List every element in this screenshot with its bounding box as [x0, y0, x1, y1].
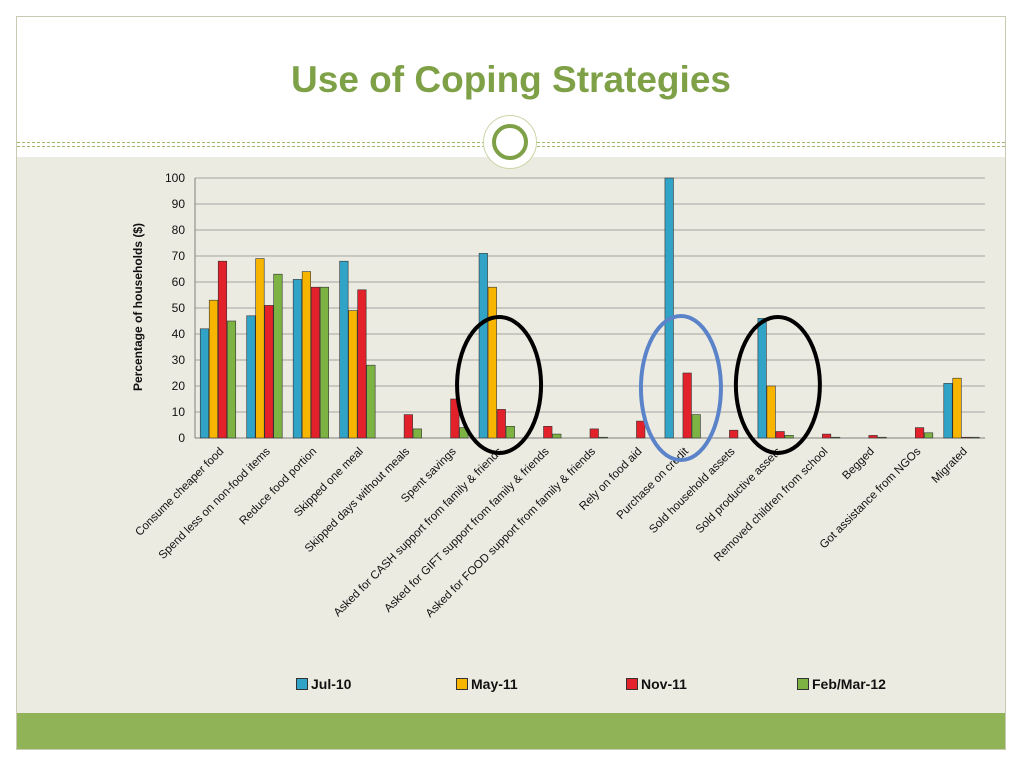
x-tick-label: Got assistance from NGOs	[818, 445, 924, 551]
highlight-ellipse	[455, 315, 544, 455]
bar	[589, 428, 599, 439]
bar	[199, 328, 210, 439]
bar	[412, 428, 422, 439]
bar	[961, 436, 971, 439]
bar	[970, 436, 980, 439]
bar	[217, 260, 228, 439]
y-tick-label: 90	[172, 197, 186, 211]
slide-title: Use of Coping Strategies	[291, 59, 731, 100]
bar	[775, 431, 785, 439]
x-tick-label: Consume cheaper food	[133, 446, 226, 539]
x-tick-label: Asked for CASH support from family & fri…	[332, 445, 506, 619]
legend-swatch	[296, 678, 308, 690]
highlight-ellipse	[733, 315, 822, 455]
bar	[264, 305, 274, 439]
bar	[339, 260, 349, 439]
y-axis-label: Percentage of households ($)	[131, 222, 145, 392]
bar	[877, 436, 887, 439]
bar	[552, 433, 562, 439]
bar	[914, 427, 925, 439]
ring-ornament-inner	[492, 124, 528, 160]
legend-swatch	[626, 678, 638, 690]
bar	[403, 414, 413, 439]
bar	[952, 377, 962, 439]
bar	[822, 433, 832, 439]
x-tick-label: Asked for GIFT support from family & fri…	[382, 445, 551, 614]
bar	[319, 286, 329, 439]
legend-item: Feb/Mar-12	[797, 676, 886, 692]
legend-item: Jul-10	[296, 676, 351, 692]
bar	[450, 398, 460, 439]
y-tick-label: 20	[172, 379, 186, 393]
legend-label: Nov-11	[641, 676, 687, 692]
legend-label: Feb/Mar-12	[812, 676, 886, 692]
bar	[226, 320, 237, 439]
legend-label: Jul-10	[311, 676, 352, 692]
legend-swatch	[797, 678, 809, 690]
bar	[496, 409, 506, 439]
bar	[943, 383, 953, 439]
bar	[487, 286, 497, 439]
legend-item: May-11	[456, 676, 518, 692]
bar	[784, 435, 794, 439]
bar	[757, 318, 767, 439]
footer-bar	[17, 713, 1005, 749]
bar	[366, 364, 376, 439]
legend-swatch	[456, 678, 468, 690]
y-tick-label: 100	[165, 171, 185, 185]
bar	[310, 286, 320, 439]
legend-label: May-11	[471, 676, 518, 692]
x-tick-label: Asked for FOOD support from family & fri…	[424, 445, 599, 620]
bar	[868, 435, 878, 439]
bar	[682, 372, 692, 439]
bar	[664, 177, 674, 439]
bar	[923, 432, 934, 439]
bar	[598, 436, 608, 439]
y-tick-label: 70	[172, 249, 186, 263]
bar	[729, 429, 739, 439]
y-tick-label: 60	[172, 275, 186, 289]
bar	[831, 436, 841, 439]
bar	[208, 299, 219, 439]
bar	[691, 414, 701, 439]
x-tick-label: Migrated	[930, 446, 970, 486]
bar	[348, 310, 358, 439]
bar	[543, 425, 553, 439]
x-tick-label: Reduce food portion	[238, 446, 320, 528]
bar	[301, 271, 311, 439]
y-tick-label: 10	[172, 405, 186, 419]
y-tick-label: 50	[172, 301, 186, 315]
bar	[255, 258, 265, 439]
x-tick-label: Sold productive assets	[694, 445, 784, 535]
bar	[478, 253, 488, 439]
bar	[766, 385, 776, 439]
bar	[636, 420, 646, 439]
bar	[246, 315, 256, 439]
legend-item: Nov-11	[626, 676, 687, 692]
y-tick-label: 30	[172, 353, 186, 367]
bar	[357, 289, 367, 439]
ring-ornament	[483, 115, 537, 169]
bar	[292, 279, 302, 439]
bar	[505, 425, 515, 439]
y-tick-label: 80	[172, 223, 186, 237]
x-tick-label: Begged	[840, 446, 877, 483]
bar	[273, 273, 283, 439]
y-tick-label: 0	[178, 431, 185, 445]
y-tick-label: 40	[172, 327, 186, 341]
highlight-ellipse	[638, 314, 723, 462]
